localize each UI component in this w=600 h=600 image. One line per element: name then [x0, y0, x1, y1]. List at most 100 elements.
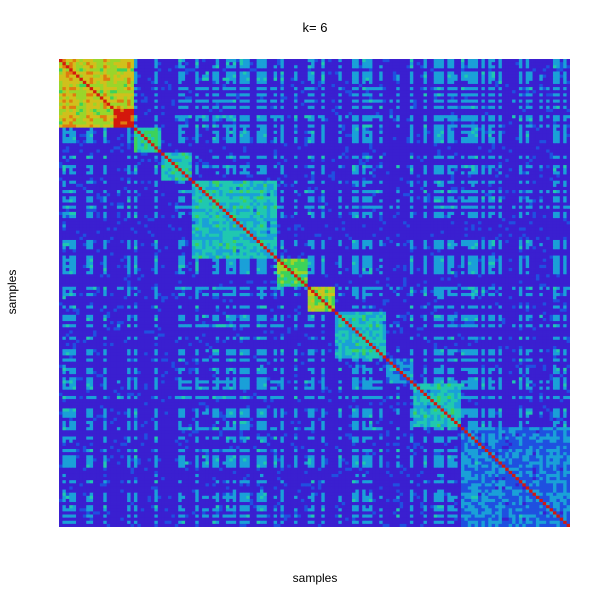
- heatmap-cell: [324, 87, 329, 91]
- heatmap-cell: [460, 149, 465, 153]
- heatmap-cell: [525, 149, 530, 153]
- heatmap-cell: [246, 87, 251, 91]
- heatmap-cell: [222, 118, 227, 122]
- heatmap-cell: [82, 65, 87, 69]
- heatmap-cell: [321, 124, 326, 129]
- heatmap-cell: [426, 130, 431, 135]
- heatmap-cell: [338, 112, 343, 116]
- heatmap-cell: [529, 71, 533, 75]
- heatmap-cell: [263, 133, 268, 138]
- heatmap-cell: [191, 140, 196, 144]
- heatmap-cell: [471, 118, 476, 122]
- heatmap-cell: [474, 143, 479, 147]
- heatmap-cell: [259, 121, 264, 125]
- heatmap-cell: [181, 108, 186, 113]
- heatmap-cell: [430, 130, 435, 135]
- heatmap-cell: [164, 93, 169, 97]
- heatmap-cell: [334, 62, 339, 66]
- heatmap-cell: [93, 99, 97, 104]
- heatmap-cell: [208, 124, 213, 129]
- heatmap-cell: [314, 71, 319, 75]
- heatmap-cell: [256, 121, 261, 125]
- heatmap-cell: [365, 137, 370, 141]
- heatmap-cell: [266, 62, 271, 66]
- heatmap-cell: [171, 96, 176, 100]
- heatmap-cell: [437, 93, 441, 97]
- heatmap-cell: [120, 133, 125, 138]
- heatmap-cell: [535, 108, 540, 113]
- heatmap-cell: [488, 65, 493, 69]
- heatmap-cell: [413, 158, 418, 163]
- heatmap-cell: [331, 112, 336, 116]
- heatmap-cell: [93, 127, 97, 132]
- heatmap-cell: [409, 133, 414, 138]
- heatmap-cell: [525, 124, 530, 129]
- heatmap-cell: [157, 124, 162, 129]
- heatmap-cell: [372, 77, 377, 82]
- heatmap-cell: [474, 77, 479, 82]
- heatmap-cell: [409, 99, 414, 104]
- heatmap-cell: [498, 146, 503, 150]
- heatmap-cell: [512, 80, 516, 85]
- heatmap-cell: [546, 80, 550, 85]
- heatmap-cell: [263, 87, 268, 91]
- heatmap-cell: [399, 83, 404, 88]
- heatmap-cell: [491, 146, 496, 150]
- heatmap-cell: [263, 65, 268, 69]
- heatmap-cell: [140, 90, 145, 94]
- heatmap-cell: [103, 90, 108, 94]
- heatmap-cell: [535, 133, 540, 138]
- heatmap-cell: [542, 149, 547, 153]
- heatmap-cell: [246, 124, 251, 129]
- heatmap-cell: [137, 74, 142, 79]
- heatmap-cell: [99, 96, 104, 100]
- heatmap-cell: [549, 149, 554, 153]
- heatmap-cell: [481, 121, 486, 125]
- heatmap-cell: [294, 93, 298, 97]
- heatmap-cell: [219, 71, 223, 75]
- heatmap-cell: [198, 93, 203, 97]
- heatmap-cell: [508, 83, 513, 88]
- heatmap-cell: [249, 130, 254, 135]
- heatmap-cell: [72, 130, 77, 135]
- heatmap-cell: [96, 137, 101, 141]
- heatmap-cell: [144, 155, 148, 160]
- heatmap-cell: [157, 121, 162, 125]
- heatmap-cell: [144, 59, 148, 63]
- heatmap-cell: [99, 149, 104, 153]
- heatmap-cell: [525, 83, 530, 88]
- heatmap-cell: [222, 59, 227, 63]
- heatmap-cell: [307, 71, 312, 75]
- heatmap-cell: [222, 62, 227, 66]
- heatmap-cell: [515, 83, 520, 88]
- heatmap-cell: [270, 143, 275, 147]
- heatmap-cell: [362, 96, 366, 100]
- heatmap-cell: [365, 87, 370, 91]
- heatmap-cell: [420, 80, 424, 85]
- heatmap-cell: [471, 105, 476, 110]
- heatmap-cell: [406, 146, 411, 150]
- heatmap-cell: [546, 112, 550, 116]
- heatmap-cell: [89, 149, 94, 153]
- heatmap-cell: [355, 83, 360, 88]
- heatmap-cell: [501, 96, 506, 100]
- heatmap-cell: [130, 74, 135, 79]
- heatmap-cell: [392, 149, 397, 153]
- heatmap-cell: [437, 140, 441, 144]
- heatmap-cell: [215, 102, 220, 107]
- heatmap-cell: [471, 74, 476, 79]
- heatmap-cell: [443, 74, 448, 79]
- heatmap-cell: [535, 90, 540, 94]
- heatmap-cell: [491, 77, 496, 82]
- heatmap-cell: [535, 68, 540, 72]
- heatmap-cell: [259, 77, 264, 82]
- heatmap-cell: [362, 108, 366, 113]
- heatmap-cell: [242, 105, 247, 110]
- heatmap-cell: [147, 71, 152, 75]
- heatmap-cell: [389, 68, 394, 72]
- heatmap-cell: [304, 121, 309, 125]
- heatmap-cell: [372, 93, 377, 97]
- heatmap-cell: [491, 71, 496, 75]
- heatmap-cell: [474, 62, 479, 66]
- heatmap-cell: [443, 87, 448, 91]
